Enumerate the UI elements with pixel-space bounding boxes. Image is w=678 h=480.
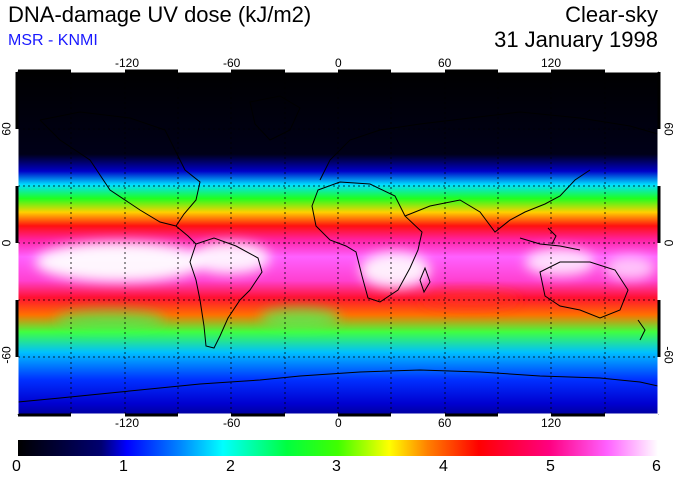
lon-tick-top: -60: [223, 56, 241, 70]
lon-tick-top: -120: [115, 56, 140, 70]
sky-condition-label: Clear-sky: [565, 2, 658, 27]
lon-tick-bottom: 120: [541, 416, 562, 430]
colorbar: [18, 440, 658, 456]
map-title: DNA-damage UV dose (kJ/m2): [8, 2, 312, 27]
high-dose-patches: [35, 242, 655, 330]
lat-tick-left: 60: [0, 122, 14, 136]
date-label: 31 January 1998: [494, 27, 658, 52]
lon-tick-bottom: -120: [115, 416, 140, 430]
lon-tick-top: 120: [541, 56, 562, 70]
lon-tick-top: 60: [438, 56, 452, 70]
lat-tick-right: 0: [661, 239, 676, 247]
source-label: MSR - KNMI: [8, 32, 98, 49]
colorbar-label: 4: [439, 458, 448, 475]
colorbar-label: 5: [546, 458, 555, 475]
graticule: [18, 72, 658, 414]
lat-tick-right: -60: [661, 346, 676, 364]
colorbar-label: 6: [652, 458, 661, 475]
lon-tick-bottom: 0: [335, 416, 342, 430]
colorbar-label: 2: [226, 458, 235, 475]
colorbar-label: 0: [12, 458, 21, 475]
lon-tick-bottom: -60: [223, 416, 241, 430]
lat-tick-left: -60: [0, 346, 14, 364]
lat-tick-left: 0: [0, 239, 14, 247]
lat-tick-right: 60: [661, 122, 676, 136]
colorbar-label: 3: [332, 458, 341, 475]
lon-tick-top: 0: [335, 56, 342, 70]
lon-tick-bottom: 60: [438, 416, 452, 430]
map-frame: [15, 69, 661, 417]
colorbar-label: 1: [119, 458, 128, 475]
